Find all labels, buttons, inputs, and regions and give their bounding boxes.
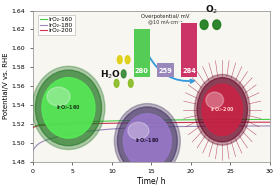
IrO₂-180 [189,125,193,128]
Legend: IrO₂-160, IrO₂-180, IrO₂-200: IrO₂-160, IrO₂-180, IrO₂-200 [38,15,75,35]
IrO₂-200 [92,122,96,125]
Ellipse shape [32,66,105,149]
Ellipse shape [47,87,70,106]
IrO₂-160 [209,119,213,121]
IrO₂-160 [138,119,142,122]
IrO₂-200 [171,121,174,124]
Ellipse shape [206,92,224,108]
IrO₂-160 [73,121,76,123]
Ellipse shape [197,78,248,142]
Ellipse shape [117,107,177,175]
IrO₂-160 [268,118,271,121]
Ellipse shape [121,70,126,78]
IrO₂-180 [171,125,174,128]
IrO₂-200 [73,123,76,125]
IrO₂-200 [31,127,35,129]
IrO₂-200 [189,121,193,124]
IrO₂-160 [189,119,193,121]
IrO₂-180 [73,132,76,134]
Text: IrO$_2$-160: IrO$_2$-160 [56,103,81,112]
Text: O$_2$: O$_2$ [206,4,219,16]
Ellipse shape [114,79,119,87]
IrO₂-160 [31,127,35,129]
IrO₂-180 [268,125,271,127]
Text: IrO$_2$-200: IrO$_2$-200 [210,105,235,114]
IrO₂-180 [209,125,213,127]
Text: IrO$_2$-180: IrO$_2$-180 [135,137,160,146]
IrO₂-200 [268,121,271,123]
IrO₂-180 [138,126,142,129]
Ellipse shape [200,20,208,29]
IrO₂-160 [92,120,96,123]
IrO₂-180 [92,129,96,132]
IrO₂-180 [31,149,35,152]
Text: H$_2$O: H$_2$O [100,69,121,81]
Ellipse shape [42,78,95,138]
Ellipse shape [117,56,122,64]
Ellipse shape [35,70,102,146]
Ellipse shape [129,79,133,87]
Ellipse shape [128,122,149,139]
Y-axis label: Potential/V vs. RHE: Potential/V vs. RHE [4,53,9,119]
IrO₂-160 [171,119,174,121]
Line: IrO₂-160: IrO₂-160 [33,119,270,128]
Ellipse shape [114,104,180,178]
Line: IrO₂-180: IrO₂-180 [33,126,270,150]
Ellipse shape [125,56,130,64]
Ellipse shape [123,114,171,168]
IrO₂-200 [138,122,142,124]
Line: IrO₂-200: IrO₂-200 [33,122,270,128]
Ellipse shape [194,74,250,145]
X-axis label: Time/ h: Time/ h [137,177,166,186]
IrO₂-200 [209,121,213,123]
Ellipse shape [202,84,242,136]
Ellipse shape [213,20,221,29]
